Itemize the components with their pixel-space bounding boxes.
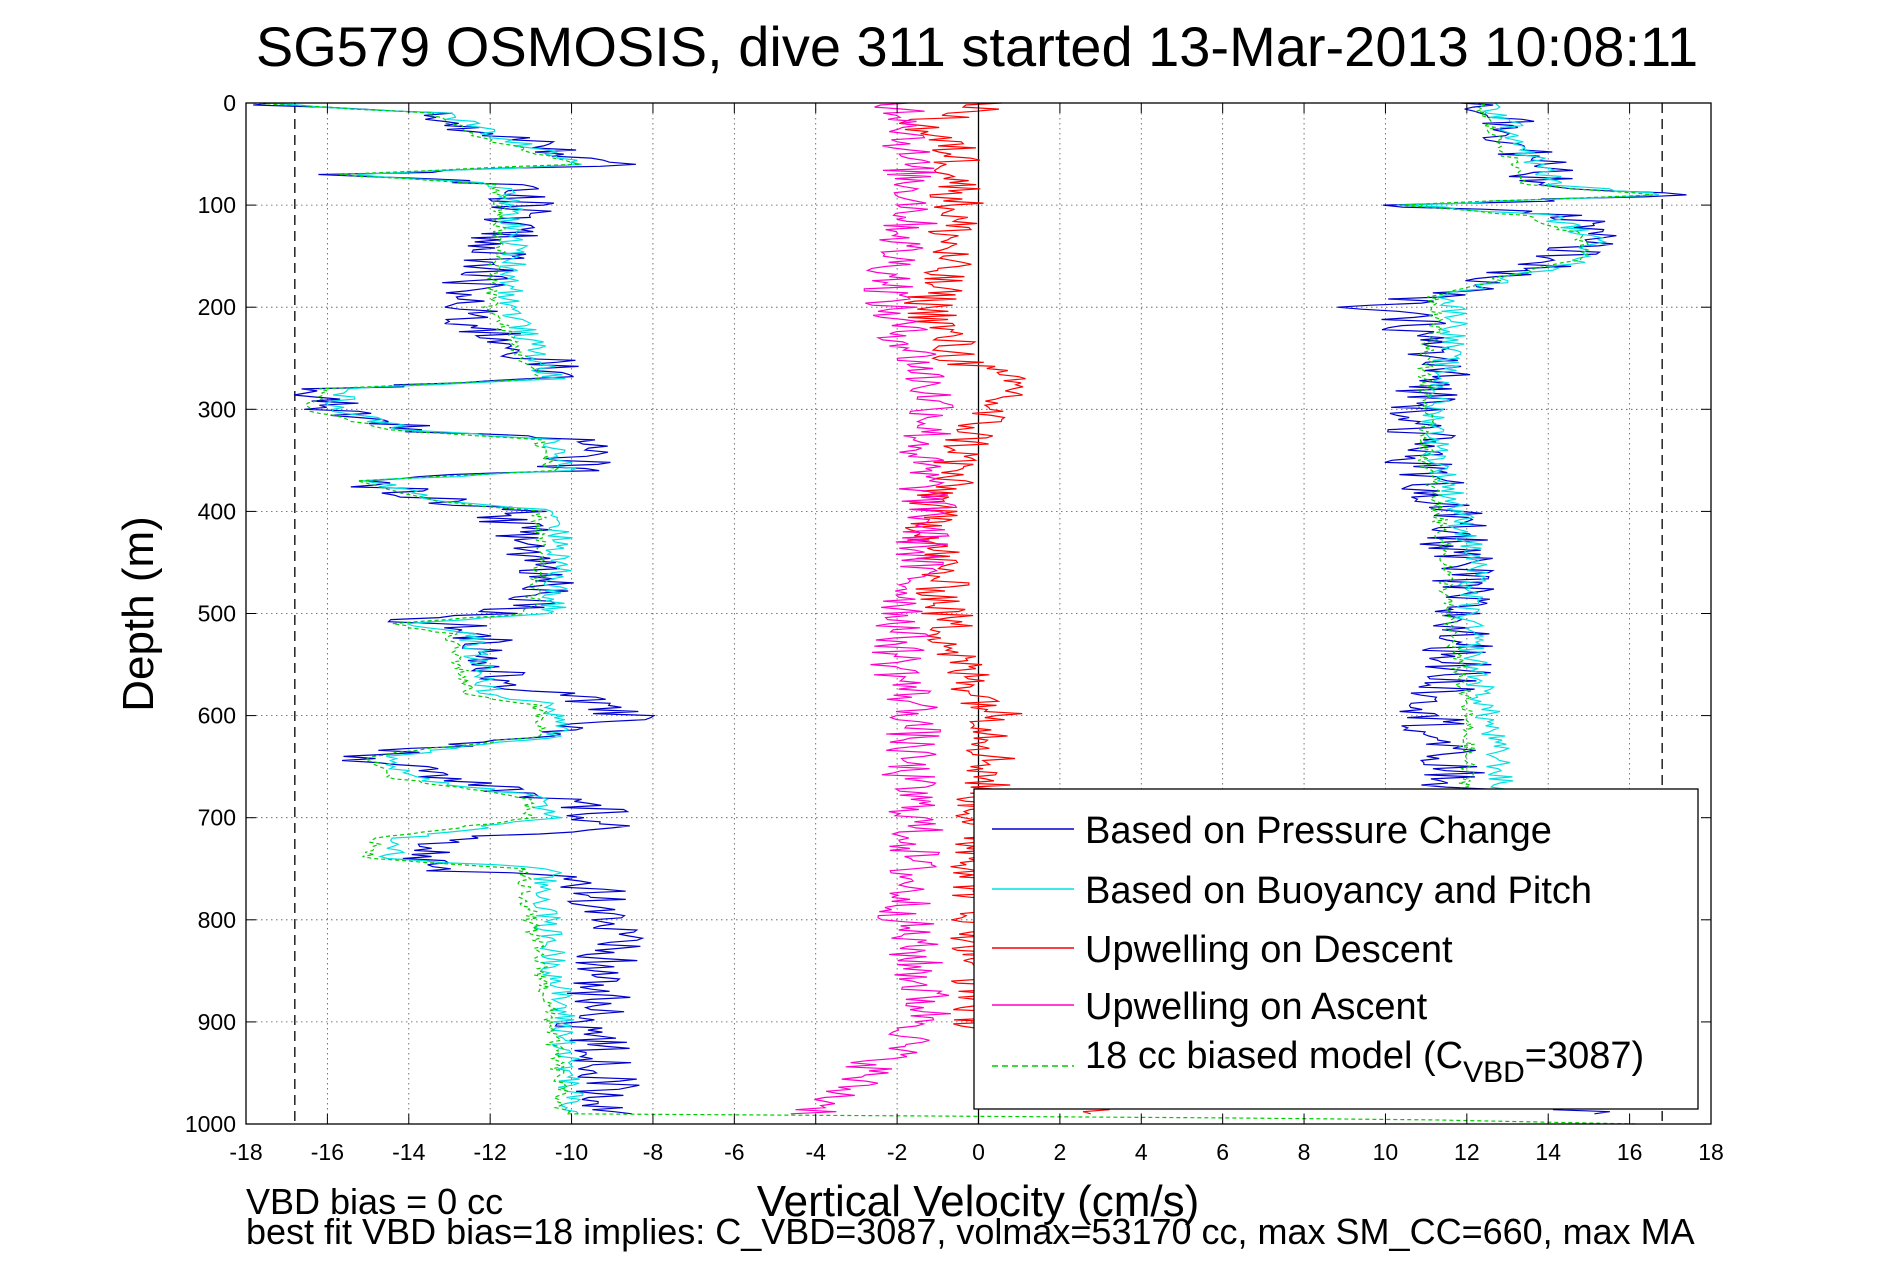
x-tick-label: -8 <box>643 1139 663 1165</box>
x-tick-label: 16 <box>1617 1139 1643 1165</box>
x-axis-label: Vertical Velocity (cm/s) <box>757 1177 1200 1226</box>
x-tick-label: 8 <box>1298 1139 1311 1165</box>
x-tick-label: -18 <box>229 1139 262 1165</box>
y-axis-ticks: 0 100 200 300 400 500 600 700 800 900 1000 <box>185 90 1711 1137</box>
y-tick-label: 300 <box>198 396 236 422</box>
legend-label-model: 18 cc biased model (CVBD=3087) <box>1085 1035 1644 1089</box>
legend-label-model-end: =3087) <box>1525 1035 1644 1077</box>
y-axis-label: Depth (m) <box>114 516 163 712</box>
series-18-cc-biased-model-ascent <box>1399 102 1654 819</box>
y-tick-label: 200 <box>198 294 236 320</box>
legend-label-ascent: Upwelling on Ascent <box>1085 986 1428 1028</box>
x-tick-label: -14 <box>392 1139 425 1165</box>
legend-label-descent: Upwelling on Descent <box>1085 929 1453 971</box>
x-tick-label: -2 <box>887 1139 907 1165</box>
chart-title: SG579 OSMOSIS, dive 311 started 13-Mar-2… <box>256 15 1698 78</box>
y-tick-label: 800 <box>198 907 236 933</box>
x-tick-label: 0 <box>972 1139 985 1165</box>
series-upwelling-on-ascent <box>790 102 958 1115</box>
x-tick-label: -12 <box>474 1139 507 1165</box>
legend-label-model-main: 18 cc biased model (C <box>1085 1035 1463 1077</box>
x-tick-label: -4 <box>805 1139 826 1165</box>
x-tick-label: 6 <box>1216 1139 1229 1165</box>
y-tick-label: 500 <box>198 601 236 627</box>
y-tick-label: 400 <box>198 498 236 524</box>
y-tick-label: 700 <box>198 805 236 831</box>
y-tick-label: 0 <box>223 90 236 116</box>
y-tick-label: 900 <box>198 1009 236 1035</box>
x-tick-label: -6 <box>724 1139 744 1165</box>
x-tick-label: 12 <box>1454 1139 1480 1165</box>
annotation-vbd-bias: VBD bias = 0 cc <box>246 1181 503 1222</box>
legend-label-pressure: Based on Pressure Change <box>1085 810 1552 852</box>
series-18-cc-biased-model <box>252 102 1637 1125</box>
series-based-on-buoyancy-and-pitch-descent <box>265 102 584 1115</box>
legend-box <box>973 788 1699 1110</box>
y-tick-label: 600 <box>198 703 236 729</box>
legend-label-buoyancy: Based on Buoyancy and Pitch <box>1085 870 1592 912</box>
x-tick-label: 4 <box>1135 1139 1148 1165</box>
series-based-on-buoyancy-and-pitch-ascent <box>1397 102 1659 819</box>
y-tick-label: 1000 <box>185 1111 236 1137</box>
x-tick-label: 2 <box>1053 1139 1066 1165</box>
x-tick-label: -10 <box>555 1139 588 1165</box>
annotation-best-fit: best fit VBD bias=18 implies: C_VBD=3087… <box>246 1211 1695 1252</box>
x-tick-label: 10 <box>1373 1139 1399 1165</box>
x-tick-label: -16 <box>311 1139 344 1165</box>
legend: Based on Pressure Change Based on Buoyan… <box>973 788 1699 1110</box>
x-tick-label: 18 <box>1698 1139 1724 1165</box>
legend-label-model-sub: VBD <box>1463 1056 1525 1089</box>
series-based-on-pressure-change-descent <box>253 102 656 1115</box>
x-tick-label: 14 <box>1535 1139 1561 1165</box>
x-axis-ticks: -18 -16 -14 -12 -10 -8 -6 -4 -2 0 2 4 6 8 10 12 14 16 18 <box>229 103 1724 1165</box>
y-tick-label: 100 <box>198 192 236 218</box>
